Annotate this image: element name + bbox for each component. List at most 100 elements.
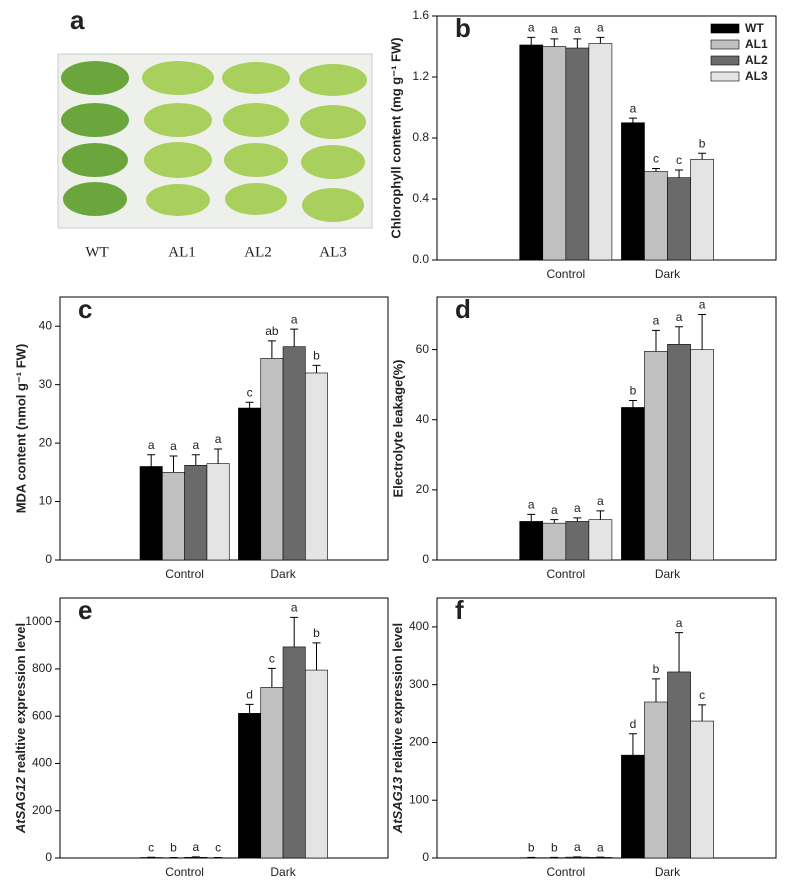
significance-letter: d	[630, 717, 637, 731]
panel-letter: d	[455, 294, 471, 324]
error-bar	[573, 39, 581, 48]
plot-frame	[437, 598, 776, 858]
bar	[621, 123, 644, 260]
y-tick-label: 30	[39, 377, 53, 391]
bar	[207, 464, 229, 560]
bar	[520, 45, 543, 260]
y-axis-label-text: relative expression level	[390, 623, 405, 777]
significance-letter: a	[653, 313, 660, 327]
bar	[261, 687, 283, 858]
significance-letter: b	[699, 136, 706, 150]
panel-letter: e	[78, 595, 92, 625]
bar	[520, 521, 543, 560]
y-axis-label: MDA content (nmol g⁻¹ FW)	[13, 344, 28, 514]
significance-letter: a	[574, 840, 581, 854]
significance-letter: a	[676, 310, 683, 324]
significance-letter: a	[574, 501, 581, 515]
error-bar	[550, 520, 558, 524]
significance-letter: d	[246, 688, 253, 702]
legend-label: AL2	[745, 53, 768, 67]
y-tick-label: 40	[416, 412, 430, 426]
y-tick-label: 0	[422, 552, 429, 566]
y-tick-label: 0.8	[412, 130, 429, 144]
significance-letter: b	[653, 662, 660, 676]
y-tick-label: 800	[32, 661, 52, 675]
significance-letter: a	[291, 312, 298, 326]
significance-letter: b	[170, 841, 177, 855]
bar	[566, 48, 589, 260]
error-bar	[550, 39, 558, 47]
y-tick-label: 20	[416, 482, 430, 496]
y-tick-label: 1.6	[412, 8, 429, 22]
x-tick-label: Control	[165, 865, 204, 879]
bar	[644, 702, 667, 858]
y-tick-label: 400	[32, 756, 52, 770]
x-tick-label: Control	[165, 567, 204, 581]
significance-letter: c	[247, 385, 253, 399]
bar	[668, 178, 691, 260]
bar	[589, 43, 612, 260]
error-bar	[629, 400, 637, 407]
error-bar	[596, 511, 604, 520]
x-tick-label: Dark	[655, 567, 681, 581]
significance-letter: b	[528, 841, 535, 855]
legend-swatch	[711, 40, 739, 49]
error-bar	[629, 734, 637, 755]
y-tick-label: 0	[45, 850, 52, 864]
y-tick-label: 100	[409, 792, 429, 806]
error-bar	[268, 668, 276, 687]
bar	[261, 358, 283, 560]
y-axis-label: Chlorophyll content (mg g⁻¹ FW)	[388, 37, 403, 238]
error-bar	[527, 514, 535, 521]
error-bar	[675, 327, 683, 345]
significance-letter: c	[269, 652, 275, 666]
y-tick-label: 300	[409, 677, 429, 691]
legend-swatch	[711, 56, 739, 65]
panel-letter: c	[78, 294, 92, 324]
error-bar	[527, 37, 535, 45]
bar	[621, 755, 644, 858]
legend-swatch	[711, 72, 739, 81]
panel-letter: b	[455, 13, 471, 43]
y-tick-label: 400	[409, 619, 429, 633]
error-bar	[698, 705, 706, 721]
bar	[668, 344, 691, 560]
bar	[543, 47, 566, 261]
legend-label: WT	[745, 21, 764, 35]
bar	[644, 351, 667, 560]
bar	[185, 857, 207, 858]
y-tick-label: 40	[39, 318, 53, 332]
significance-letter: a	[597, 840, 604, 854]
y-tick-label: 10	[39, 494, 53, 508]
significance-letter: b	[313, 626, 320, 640]
error-bar	[675, 633, 683, 672]
significance-letter: c	[215, 841, 221, 855]
error-bar	[596, 37, 604, 43]
y-tick-label: 600	[32, 708, 52, 722]
x-tick-label: Dark	[655, 865, 681, 879]
y-axis-label: AtSAG13 relative expression level	[390, 623, 405, 834]
significance-letter: c	[676, 153, 682, 167]
x-tick-label: Dark	[270, 567, 296, 581]
error-bar	[312, 643, 320, 670]
error-bar	[698, 315, 706, 350]
error-bar	[268, 341, 276, 359]
error-bar	[169, 456, 177, 472]
x-tick-label: Control	[546, 567, 585, 581]
y-tick-label: 1.2	[412, 69, 429, 83]
significance-letter: c	[653, 152, 659, 166]
x-tick-label: Dark	[655, 267, 681, 281]
y-tick-label: 1000	[25, 614, 52, 628]
significance-letter: b	[313, 349, 320, 363]
photo-label: AL1	[168, 244, 196, 260]
y-tick-label: 60	[416, 342, 430, 356]
significance-letter: a	[528, 21, 535, 35]
significance-letter: a	[699, 298, 706, 312]
bar	[305, 670, 327, 858]
error-bar	[652, 679, 660, 702]
bar	[668, 672, 691, 858]
